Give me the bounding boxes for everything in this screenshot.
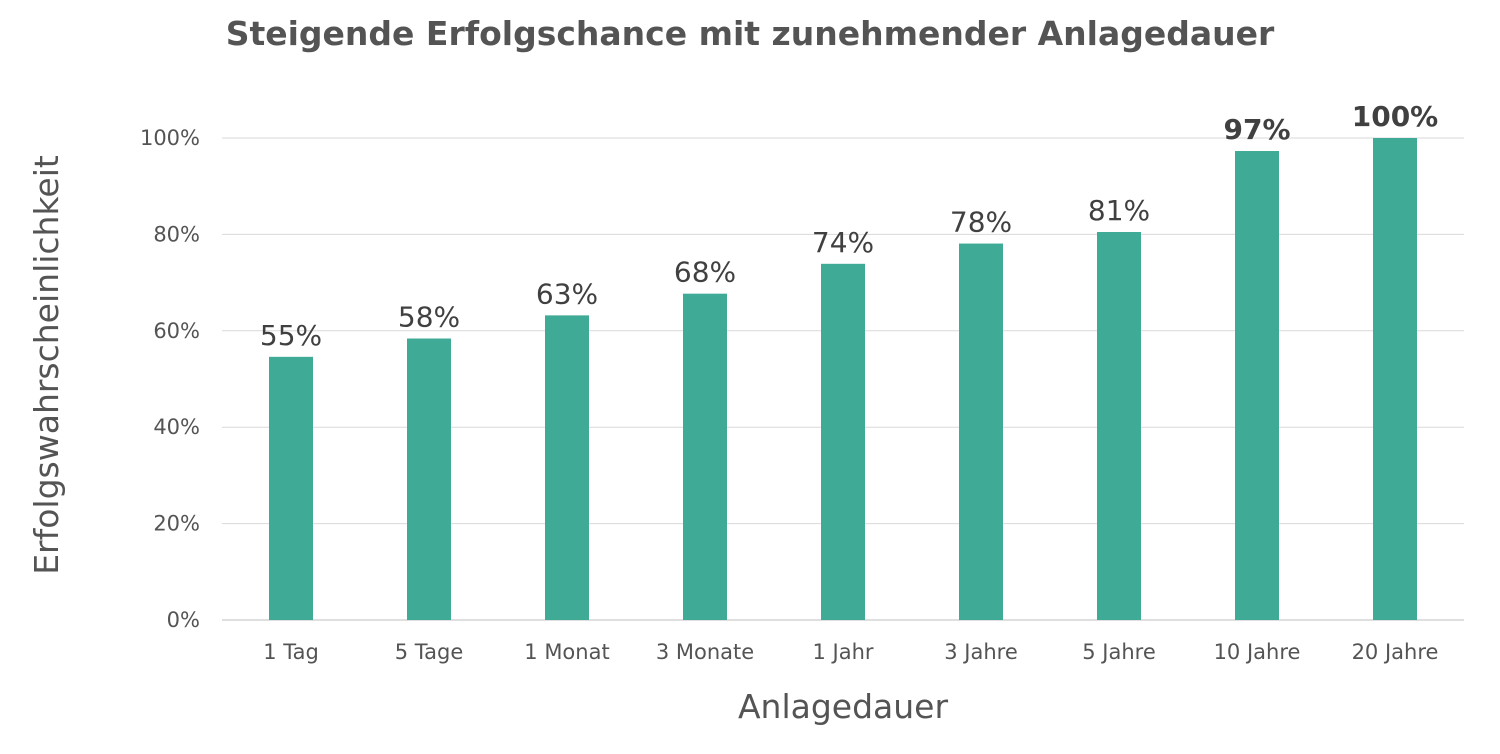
y-tick-label: 40% <box>153 415 200 439</box>
bar <box>407 338 451 620</box>
x-tick-label: 5 Jahre <box>1082 640 1156 664</box>
bar <box>959 243 1003 621</box>
data-labels: 55% 58% 63% 68% 74% 78% 81% 97% 100% <box>260 100 1438 352</box>
bar <box>1373 138 1417 620</box>
data-label: 55% <box>260 319 322 352</box>
data-label: 78% <box>950 206 1012 239</box>
y-tick-label: 20% <box>153 512 200 536</box>
bar <box>1235 151 1279 620</box>
data-label: 68% <box>674 256 736 289</box>
x-axis-ticks: 1 Tag 5 Tage 1 Monat 3 Monate 1 Jahr 3 Jahre 5… <box>263 640 1438 664</box>
x-tick-label: 1 Monat <box>524 640 609 664</box>
x-tick-label: 3 Jahre <box>944 640 1018 664</box>
y-tick-label: 80% <box>153 222 200 246</box>
data-label: 100% <box>1352 100 1439 133</box>
bar <box>269 356 313 620</box>
data-label: 97% <box>1223 113 1290 146</box>
y-axis-ticks: 0% 20% 40% 60% 80% 100% <box>140 126 200 632</box>
x-tick-label: 10 Jahre <box>1214 640 1301 664</box>
bar <box>1097 231 1141 621</box>
x-tick-label: 1 Jahr <box>812 640 873 664</box>
y-tick-label: 0% <box>167 608 200 632</box>
x-tick-label: 1 Tag <box>263 640 319 664</box>
data-label: 58% <box>398 301 460 334</box>
y-axis-label: Erfolgswahrscheinlichkeit <box>27 155 66 575</box>
chart-title: Steigende Erfolgschance mit zunehmender … <box>226 14 1275 53</box>
y-tick-label: 100% <box>140 126 200 150</box>
data-label: 74% <box>812 226 874 259</box>
data-label: 81% <box>1088 194 1150 227</box>
bar <box>683 293 727 620</box>
x-axis-label: Anlagedauer <box>738 687 949 726</box>
y-tick-label: 60% <box>153 319 200 343</box>
bar <box>821 263 865 620</box>
bars <box>269 138 1417 621</box>
x-tick-label: 3 Monate <box>656 640 754 664</box>
x-tick-label: 20 Jahre <box>1352 640 1439 664</box>
bar <box>545 315 589 620</box>
x-tick-label: 5 Tage <box>395 640 464 664</box>
data-label: 63% <box>536 277 598 310</box>
